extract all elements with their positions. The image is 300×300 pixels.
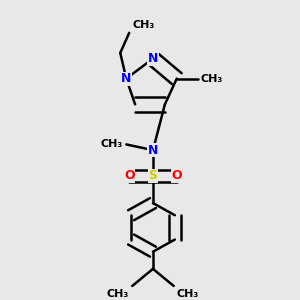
Text: CH₃: CH₃ (177, 289, 199, 299)
Text: CH₃: CH₃ (101, 140, 123, 149)
Text: O: O (124, 169, 134, 182)
Text: N: N (148, 144, 158, 157)
Text: N: N (148, 52, 158, 65)
Text: CH₃: CH₃ (107, 289, 129, 299)
Text: N: N (121, 72, 131, 85)
Text: CH₃: CH₃ (132, 20, 154, 30)
Text: S: S (148, 169, 158, 182)
Text: O: O (171, 169, 182, 182)
Text: CH₃: CH₃ (200, 74, 223, 84)
